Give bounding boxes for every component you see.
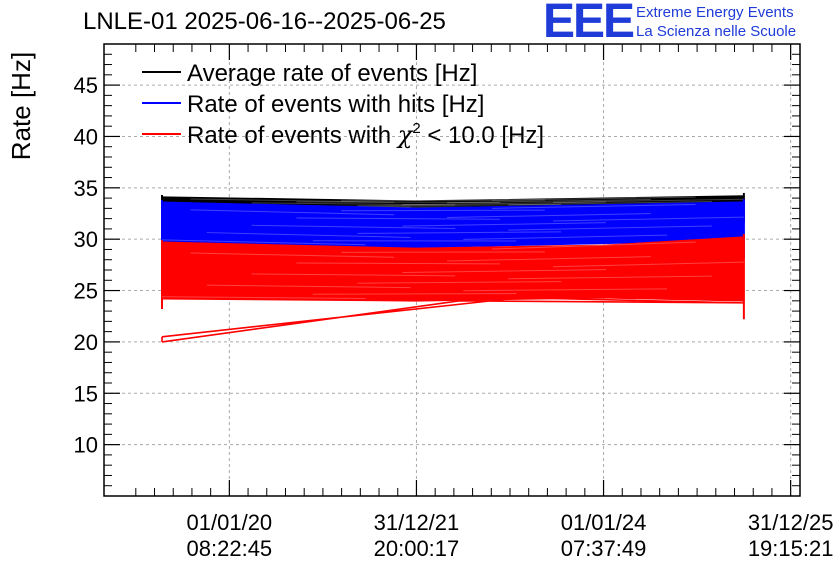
legend: Average rate of events [Hz] Rate of even… [142, 60, 544, 149]
y-tick-label: 35 [74, 176, 98, 201]
series-texture-2 [312, 293, 517, 295]
y-tick-label: 45 [74, 73, 98, 98]
series-texture-0 [447, 199, 651, 204]
series-texture-1 [553, 216, 744, 222]
chart-title: LNLE-01 2025-06-16--2025-06-25 [83, 8, 446, 35]
x-tick-label-time: 19:15:21 [748, 536, 834, 561]
y-tick-label: 40 [74, 124, 98, 149]
axis-ticks [104, 44, 800, 496]
series-texture-0 [508, 201, 712, 206]
series-texture-2 [251, 273, 456, 277]
legend-label-avg: Average rate of events [Hz] [187, 60, 477, 87]
series-texture-2 [357, 281, 562, 284]
series-texture-0 [357, 203, 562, 207]
legend-label-hits: Rate of events with hits [Hz] [187, 91, 484, 118]
legend-chi-symbol: χ [396, 121, 414, 149]
series-texture-1 [251, 224, 456, 229]
eee-logo: EEE [543, 0, 635, 48]
series-texture-1 [357, 231, 562, 234]
series-texture-0 [553, 198, 744, 203]
legend-chi-prefix: Rate of events with [187, 122, 398, 149]
series-texture-1 [341, 209, 545, 212]
x-tick-label-date: 31/12/25 [748, 510, 834, 535]
series-texture-0 [296, 201, 501, 204]
x-tick-label-date: 31/12/21 [374, 510, 460, 535]
y-tick-label: 20 [74, 330, 98, 355]
series-texture-0 [402, 201, 606, 206]
series-texture-2 [402, 269, 606, 274]
logo-caption: Extreme Energy Events La Scienza nelle S… [636, 3, 796, 41]
series-texture-2 [463, 288, 668, 292]
logo-caption-line1: Extreme Energy Events [636, 4, 794, 21]
series-outlier-trace-2 [161, 296, 744, 343]
y-axis-label: Rate [Hz] [6, 52, 36, 160]
series-texture-2 [491, 241, 696, 250]
series-texture-1 [161, 239, 366, 246]
logo-caption-line2: La Scienza nelle Scuole [636, 23, 797, 40]
series-texture-2 [508, 275, 712, 280]
x-tick-label-date: 01/01/24 [561, 510, 647, 535]
series-texture-1 [296, 217, 501, 220]
series-texture-0 [491, 196, 696, 201]
series-texture-2 [190, 252, 395, 258]
series-texture-1 [447, 213, 651, 219]
series-texture-1 [508, 225, 712, 231]
x-tick-label-time: 08:22:45 [187, 536, 273, 561]
series-texture-1 [402, 222, 606, 227]
series-texture-0 [251, 202, 456, 206]
series-layer [161, 192, 745, 343]
series-texture-2 [206, 284, 411, 289]
y-tick-label: 10 [74, 433, 98, 458]
y-tick-label: 30 [74, 227, 98, 252]
series-texture-0 [190, 198, 395, 203]
y-tick-label: 25 [74, 279, 98, 304]
series-texture-2 [161, 296, 366, 300]
legend-label-chi: Rate of events with χ2 < 10.0 [Hz] [187, 120, 544, 149]
x-tick-label-date: 01/01/20 [187, 510, 273, 535]
series-texture-1 [463, 234, 668, 240]
series-texture-2 [553, 261, 744, 268]
legend-chi-suffix: < 10.0 [Hz] [421, 122, 544, 149]
x-tick-label-time: 20:00:17 [374, 536, 460, 561]
series-texture-0 [341, 199, 545, 202]
series-texture-2 [296, 262, 501, 265]
series-texture-2 [447, 256, 651, 262]
legend-chi-sup: 2 [412, 120, 420, 137]
series-texture-1 [206, 232, 411, 238]
y-tick-label: 15 [74, 381, 98, 406]
x-tick-label-time: 07:37:49 [561, 536, 647, 561]
series-texture-1 [491, 203, 696, 209]
series-texture-1 [190, 209, 395, 216]
